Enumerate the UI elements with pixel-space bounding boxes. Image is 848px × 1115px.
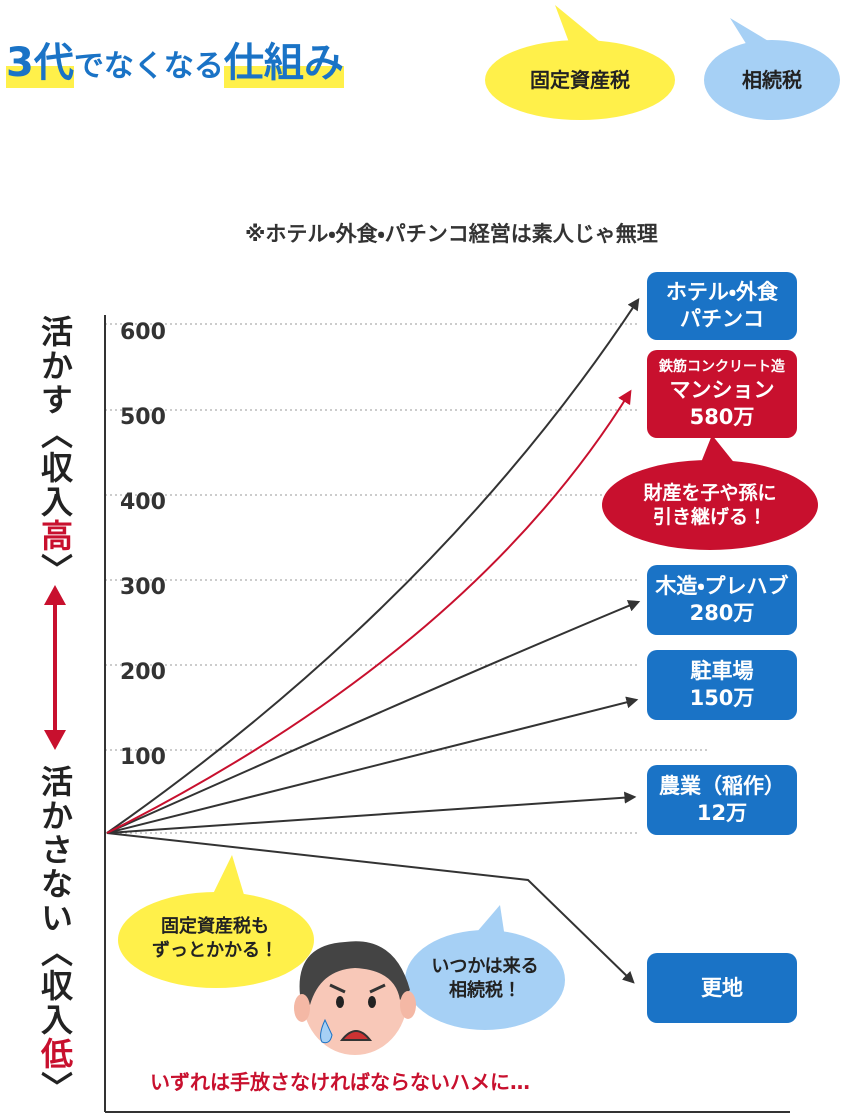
- callout-line: 引き継げる！: [652, 506, 767, 528]
- box: 木造・プレハブ 280万: [647, 565, 797, 635]
- boxes: [647, 272, 797, 1023]
- y-label-high: 活かす〈収入高〉: [32, 315, 78, 587]
- header-bubble: 固定資産税: [530, 68, 630, 92]
- label-part: 活かさない〈収入: [36, 765, 74, 1037]
- callout-line: 固定資産税も: [161, 916, 269, 937]
- box-line: ホテル・外食: [665, 280, 779, 304]
- trend-arrow-red: [106, 389, 632, 834]
- label-part: 高: [36, 519, 74, 553]
- range-arrow-heads: [44, 585, 66, 750]
- trend-arrows: [106, 297, 641, 984]
- box-line: 150万: [689, 686, 755, 710]
- callout-shape: [602, 460, 818, 550]
- tick-label: 500: [120, 405, 166, 430]
- callout-shape: [118, 892, 314, 988]
- box-line: パチンコ: [680, 307, 764, 331]
- title-part: でなくなる: [73, 49, 224, 84]
- callout-line: ずっとかかる！: [152, 940, 278, 961]
- bubble-shape: [485, 40, 675, 120]
- title: 3代でなくなる仕組み: [6, 30, 344, 88]
- box-line: 駐車場: [690, 659, 754, 683]
- header-bubble: 相続税: [742, 68, 802, 92]
- box-line: 農業（稲作）: [659, 774, 785, 798]
- tick-label: 400: [120, 490, 166, 515]
- label-part: 〉: [36, 1071, 74, 1105]
- callout: いつかは来る 相続税！: [410, 955, 560, 1003]
- bubble-shape: [704, 40, 840, 120]
- label-part: 低: [36, 1037, 74, 1071]
- box-line: 580万: [689, 405, 755, 429]
- callout-tail: [210, 855, 245, 900]
- box: 鉄筋コンクリート造マンション 580万: [647, 350, 797, 438]
- box: 農業（稲作） 12万: [647, 765, 797, 835]
- callout-line: 相続税！: [449, 980, 521, 1001]
- grid: [105, 323, 710, 834]
- box: ホテル・外食 パチンコ: [647, 272, 797, 340]
- box-line: 木造・プレハブ: [655, 574, 789, 598]
- title-part: 3代: [6, 30, 74, 88]
- tick-label: 200: [120, 660, 166, 685]
- tick-label: 600: [120, 320, 166, 345]
- callout-tail: [470, 905, 505, 940]
- box: 駐車場 150万: [647, 650, 797, 720]
- box: 更地: [647, 953, 797, 1023]
- bubble-tail: [730, 18, 775, 50]
- box-line: 更地: [701, 975, 743, 1000]
- callout: 固定資産税も ずっとかかる！: [120, 915, 310, 963]
- label-part: 活かす〈収入: [36, 315, 74, 519]
- box-line: 280万: [689, 601, 755, 625]
- box-line: 12万: [696, 801, 748, 825]
- tick-label: 300: [120, 575, 166, 600]
- callout-shape: [405, 930, 565, 1030]
- title-part: 仕組み: [223, 30, 344, 88]
- tick-label: 100: [120, 745, 166, 770]
- callout-line: いつかは来る: [431, 956, 539, 977]
- footer-text: いずれは手放さなければならないハメに…: [150, 1070, 530, 1094]
- callout-tail: [700, 435, 740, 470]
- bubble-tail: [555, 5, 600, 45]
- note: ※ホテル・外食・パチンコ経営は素人じゃ無理: [245, 222, 658, 246]
- worried-face: [294, 941, 416, 1055]
- callout: 財産を子や孫に 引き継げる！: [605, 481, 815, 529]
- label-part: 〉: [36, 553, 74, 587]
- box-line: マンション: [669, 378, 775, 402]
- callout-line: 財産を子や孫に: [643, 482, 777, 504]
- y-label-low: 活かさない〈収入低〉: [32, 765, 78, 1105]
- box-line: 鉄筋コンクリート造: [659, 359, 785, 375]
